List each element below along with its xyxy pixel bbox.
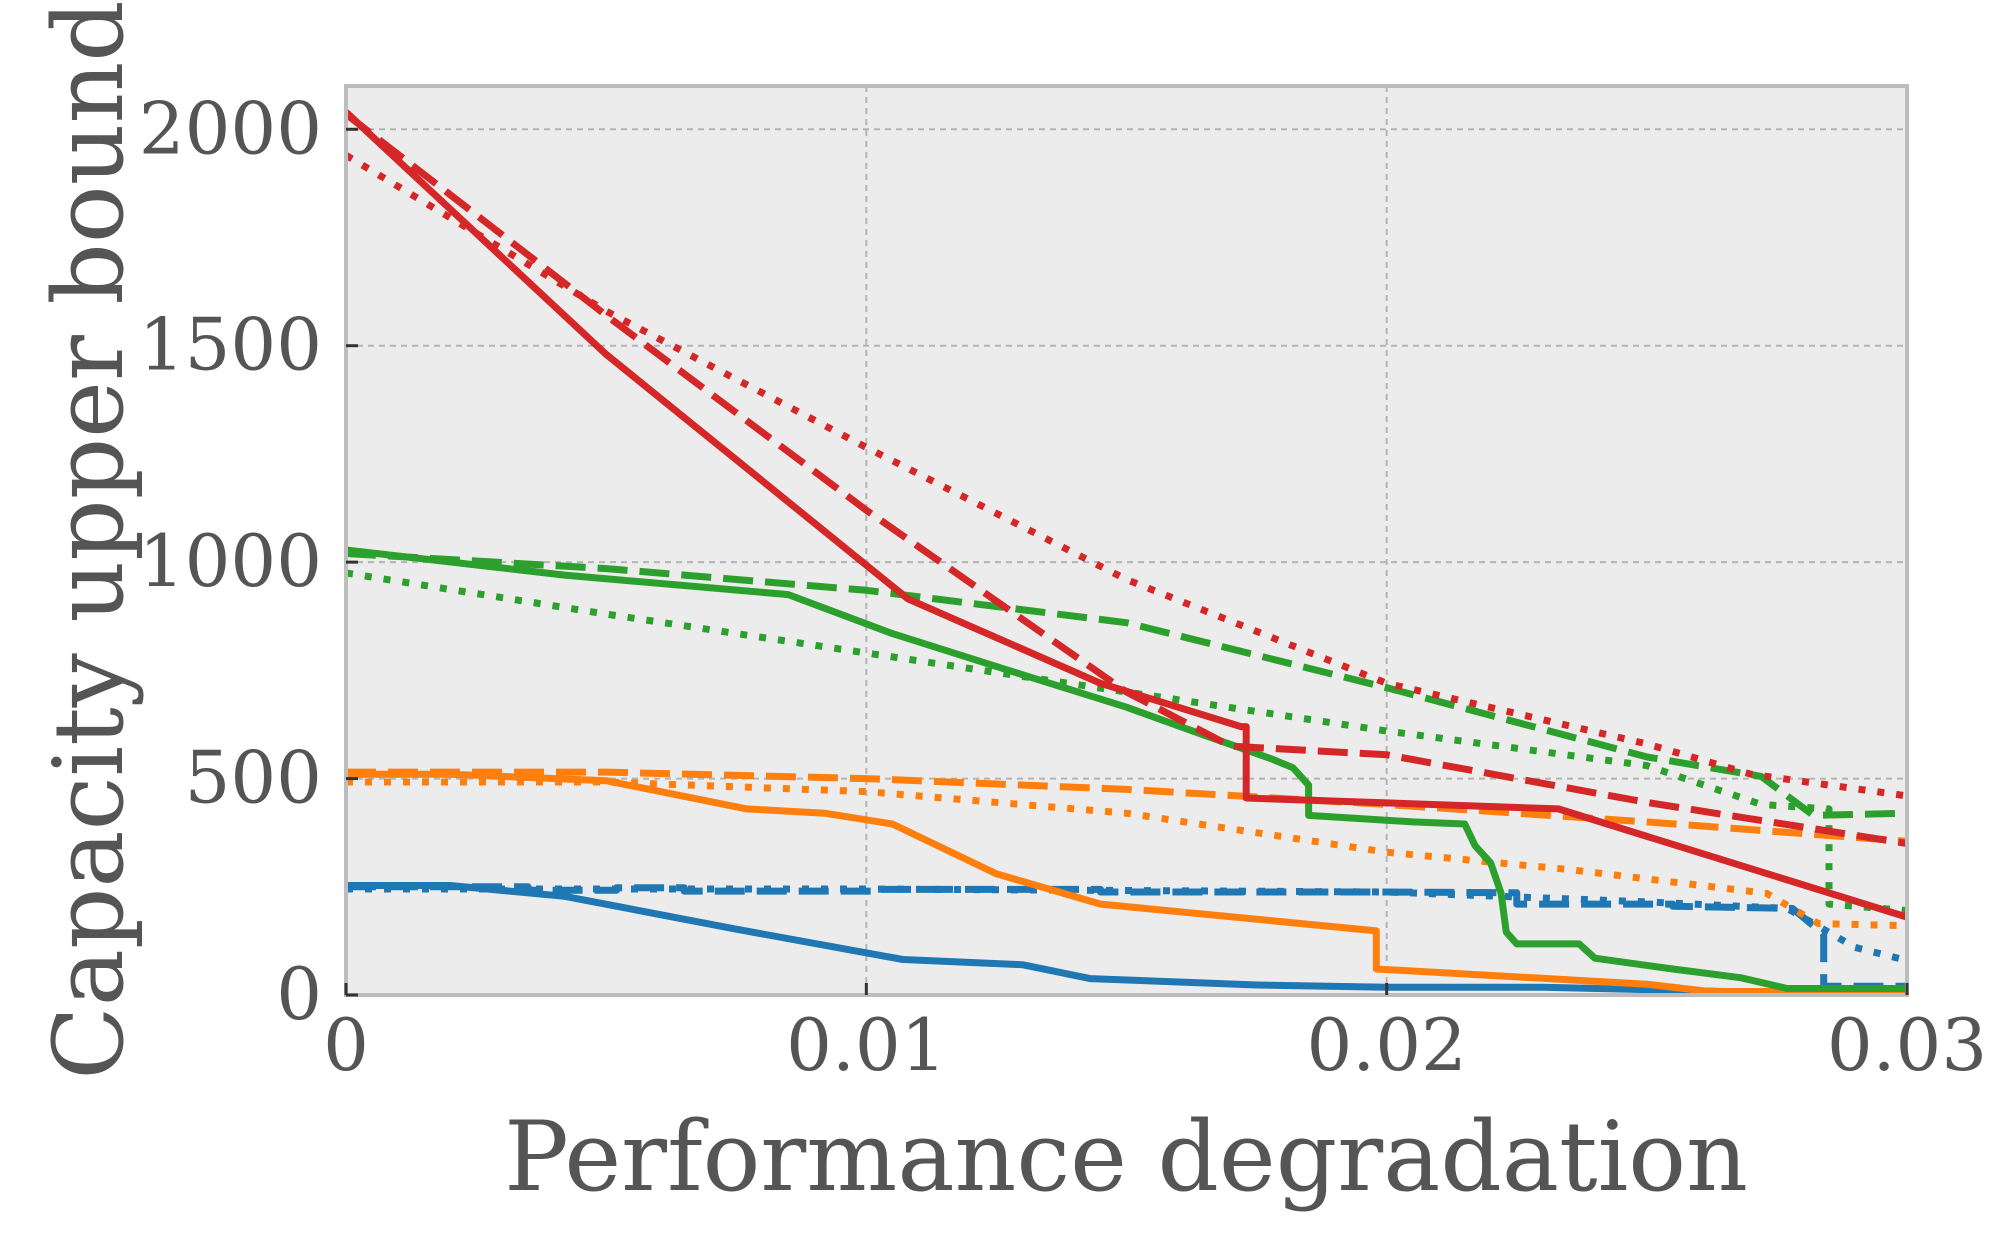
series-line-red-dotted [346, 152, 1907, 800]
plot-frame [344, 84, 1909, 997]
series-line-red-solid [346, 109, 1907, 921]
y-tick-label: 1500 [139, 303, 322, 387]
x-tick-labels: 0 0.01 0.02 0.03 [323, 1003, 1987, 1087]
y-tick-label: 0 [276, 952, 322, 1036]
series-line-orange-dotted [346, 778, 1907, 930]
series-line-green-solid [346, 546, 1907, 992]
y-tick-labels: 0 500 1000 1500 2000 [139, 86, 322, 1036]
y-axis-title: Capacity upper bound [33, 0, 145, 1079]
series-line-orange-solid [346, 770, 1907, 995]
plot-background [346, 86, 1907, 995]
series-line-orange-dashed [346, 768, 1907, 845]
x-tick-label: 0.02 [1307, 1003, 1467, 1087]
series-line-red-dashed [346, 111, 1907, 847]
x-tick-label: 0.03 [1827, 1003, 1987, 1087]
series-layer [346, 109, 1907, 995]
x-tick-label: 0 [323, 1003, 369, 1087]
series-line-blue-solid [346, 882, 1907, 995]
series-line-green-dotted [346, 569, 1907, 915]
series-line-green-dashed [346, 550, 1907, 819]
y-tick-label: 2000 [139, 86, 322, 170]
tick-marks [344, 127, 1909, 997]
y-tick-label: 500 [185, 736, 322, 820]
x-tick-label: 0.01 [786, 1003, 946, 1087]
x-axis-title: Performance degradation [504, 1101, 1748, 1213]
y-tick-label: 1000 [139, 519, 322, 603]
